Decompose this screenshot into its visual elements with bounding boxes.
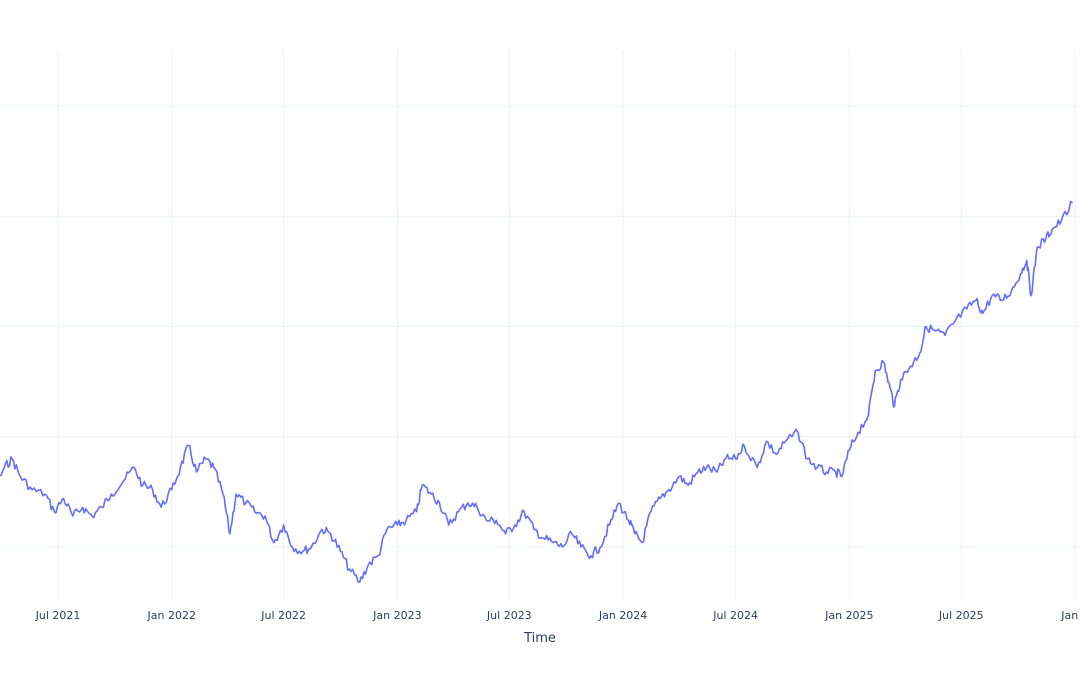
x-tick-label: Jul 2021 [35,609,81,622]
x-tick-label: Jul 2023 [486,609,532,622]
x-tick-label: Jan 2025 [824,609,873,622]
series-line [0,200,1074,584]
x-tick-label: Jul 2022 [260,609,306,622]
x-tick-label: Jan 2023 [372,609,421,622]
gridlines [0,50,1080,600]
x-tick-label: Jan 2 [1060,609,1080,622]
x-tick-label: Jan 2022 [147,609,196,622]
plot-area [0,200,1074,584]
x-tick-label: Jul 2024 [712,609,758,622]
x-axis-tick-labels: Jul 2021 Jan 2022 Jul 2022 Jan 2023 Jul 2023… [35,609,1080,622]
x-axis-title: Time [523,631,556,646]
x-tick-label: Jul 2025 [938,609,984,622]
x-tick-label: Jan 2024 [598,609,647,622]
